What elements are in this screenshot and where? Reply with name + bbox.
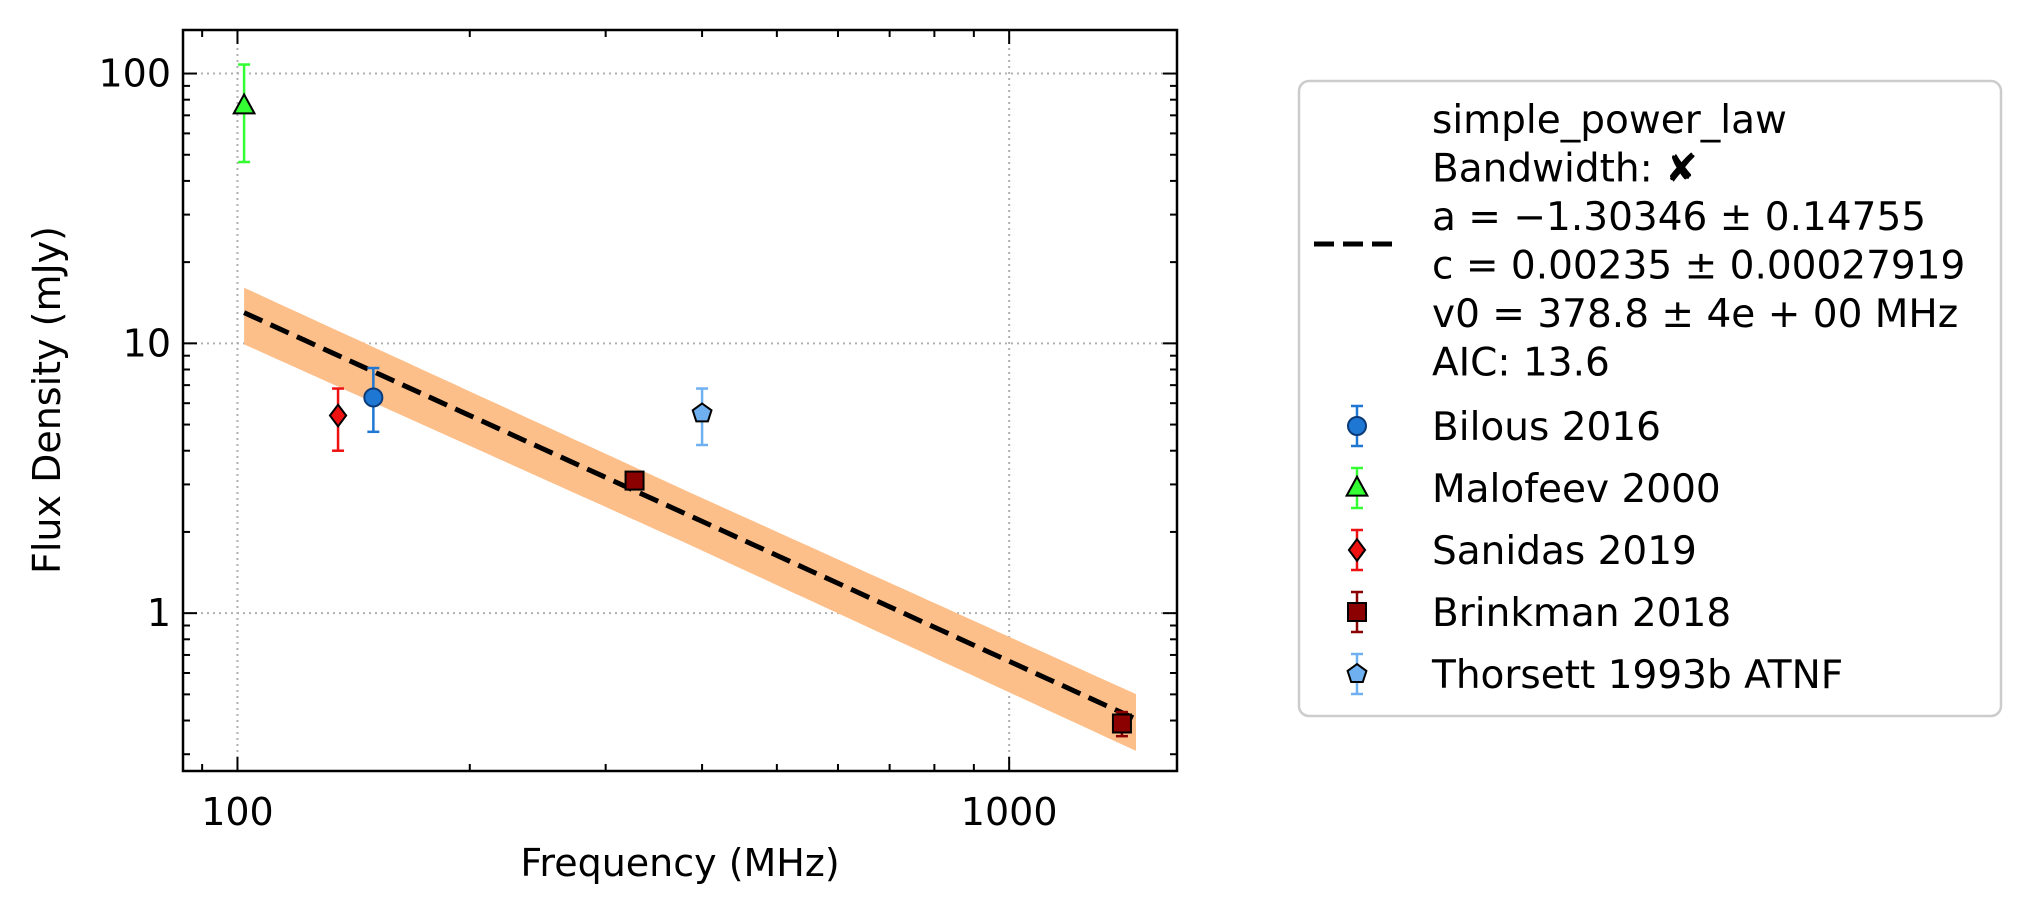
tick-labels: 100 1000 1 10 100 bbox=[98, 52, 1057, 834]
fit-line bbox=[243, 310, 1138, 722]
data-points bbox=[232, 63, 1132, 738]
legend-label-brinkman-2018: Brinkman 2018 bbox=[1432, 591, 1731, 636]
y-axis-label: Flux Density (mJy) bbox=[25, 226, 69, 574]
legend-label-sanidas-2019: Sanidas 2019 bbox=[1432, 529, 1697, 574]
grid-lines bbox=[183, 30, 1177, 771]
axis-ticks bbox=[183, 30, 1177, 771]
y-tick-label: 10 bbox=[123, 321, 171, 365]
point-bilous-2016 bbox=[363, 387, 384, 408]
legend-marker-thorsett-1993b-atnf bbox=[1346, 662, 1368, 683]
legend-marker-sanidas-2019 bbox=[1347, 537, 1367, 563]
x-tick-label: 1000 bbox=[961, 790, 1058, 834]
legend-box bbox=[1297, 79, 2003, 718]
fit-uncertainty-band bbox=[244, 287, 1137, 751]
y-tick-label: 1 bbox=[147, 591, 171, 635]
legend-fit-line: v0 = 378.8 ± 4e + 00 MHz bbox=[1432, 292, 1958, 337]
point-malofeev-2000 bbox=[232, 92, 257, 115]
legend-label-malofeev-2000: Malofeev 2000 bbox=[1432, 467, 1721, 512]
point-sanidas-2019 bbox=[328, 403, 348, 429]
x-axis-label: Frequency (MHz) bbox=[520, 841, 839, 885]
legend-fit-line: AIC: 13.6 bbox=[1432, 341, 1610, 386]
legend-fit-line: simple_power_law bbox=[1432, 98, 1787, 143]
legend-marker-malofeev-2000 bbox=[1344, 474, 1370, 497]
x-tick-label: 100 bbox=[201, 790, 274, 834]
fit-band-polygon bbox=[244, 287, 1137, 751]
point-brinkman-2018 bbox=[624, 470, 645, 491]
point-thorsett-1993b-atnf bbox=[691, 402, 713, 423]
legend-label-thorsett-1993b-atnf: Thorsett 1993b ATNF bbox=[1431, 653, 1843, 698]
legend-fit-line: c = 0.00235 ± 0.00027919 bbox=[1432, 244, 1965, 289]
fit-line-group bbox=[243, 310, 1138, 722]
point-brinkman-2018 bbox=[1111, 713, 1132, 734]
legend-marker-brinkman-2018 bbox=[1347, 602, 1367, 622]
legend-series-entries: Bilous 2016 Malofeev 2000 Sanidas 2019 Brin… bbox=[1344, 404, 1843, 698]
y-tick-label: 100 bbox=[98, 52, 171, 96]
legend-fit-line: a = −1.30346 ± 0.14755 bbox=[1432, 195, 1926, 240]
legend-marker-bilous-2016 bbox=[1347, 416, 1367, 436]
legend-fit-line: Bandwidth: ✘ bbox=[1432, 147, 1698, 192]
plot-frame bbox=[181, 28, 1179, 773]
legend-label-bilous-2016: Bilous 2016 bbox=[1432, 405, 1661, 450]
